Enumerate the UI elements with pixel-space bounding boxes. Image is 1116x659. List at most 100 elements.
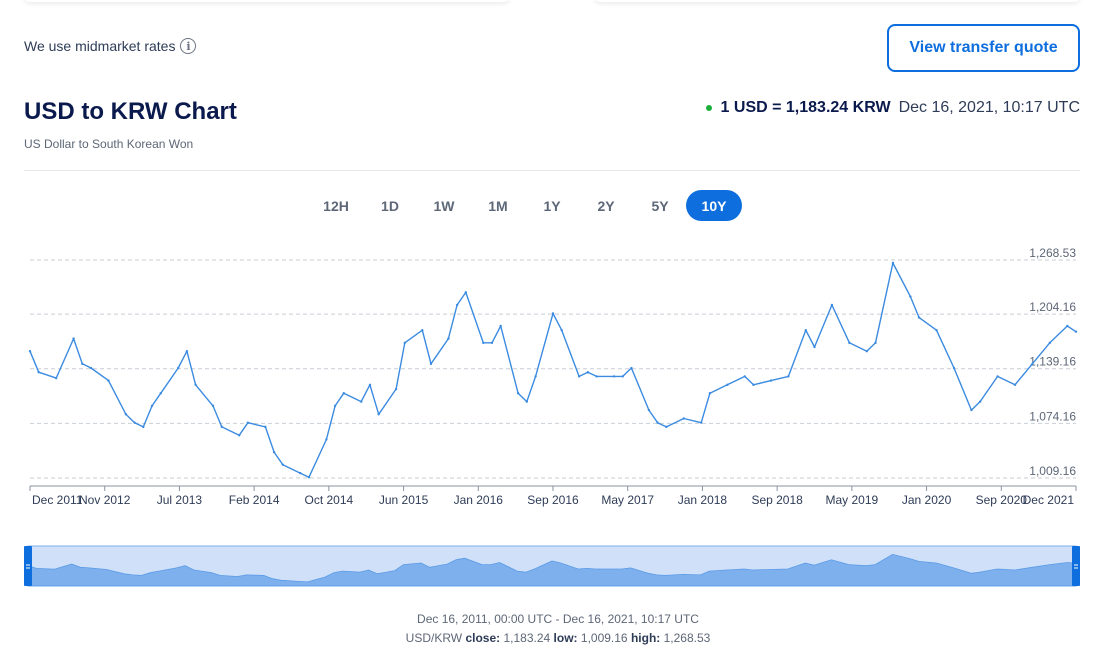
- data-point: [133, 421, 136, 424]
- x-tick-label: May 2019: [826, 493, 879, 507]
- footer-high-value: 1,268.53: [663, 631, 711, 645]
- data-point: [464, 291, 468, 294]
- data-point: [560, 329, 563, 332]
- data-point: [970, 408, 973, 412]
- x-tick-label: Sep 2016: [527, 493, 579, 507]
- x-tick-label: May 2017: [601, 493, 654, 507]
- footer-high-label: high:: [630, 631, 661, 645]
- data-point: [360, 400, 363, 403]
- x-tick-label: Sep 2020: [976, 493, 1028, 507]
- x-tick-label: Dec 2011: [32, 493, 83, 507]
- data-point: [586, 371, 590, 374]
- data-point: [220, 425, 223, 429]
- rate-timestamp: Dec 16, 2021, 10:17 UTC: [898, 99, 1080, 116]
- data-point: [185, 350, 189, 353]
- data-point: [325, 438, 328, 441]
- divider: [24, 170, 1080, 171]
- midmarket-text: We use midmarket rates: [24, 38, 176, 54]
- x-tick-label: Oct 2014: [305, 493, 354, 507]
- data-point: [787, 375, 790, 378]
- data-point: [804, 329, 807, 332]
- footer-low-value: 1,009.16: [580, 631, 628, 645]
- tab-1w[interactable]: 1W: [416, 190, 472, 221]
- data-point: [813, 345, 816, 349]
- navigator-right-handle[interactable]: [1072, 546, 1080, 586]
- data-point: [830, 303, 834, 307]
- data-point: [848, 341, 851, 345]
- data-point: [447, 337, 450, 340]
- data-point: [752, 383, 755, 387]
- x-tick-label: Feb 2014: [229, 493, 280, 507]
- data-point: [909, 295, 912, 298]
- info-icon[interactable]: i: [180, 38, 197, 54]
- data-point: [37, 371, 40, 374]
- x-tick-label: Jan 2020: [902, 493, 952, 507]
- card-shadow-right: [594, 0, 1080, 2]
- data-point: [150, 404, 154, 408]
- navigator-left-handle[interactable]: [24, 546, 32, 586]
- view-transfer-quote-button[interactable]: View transfer quote: [887, 24, 1080, 72]
- data-point: [769, 379, 773, 382]
- x-tick-label: Jul 2013: [157, 493, 203, 507]
- data-point: [551, 312, 555, 315]
- footer-pair: USD/KRW: [405, 631, 463, 645]
- data-point: [342, 392, 345, 395]
- data-point: [490, 341, 494, 345]
- tab-1y[interactable]: 1Y: [524, 190, 580, 221]
- data-point: [516, 392, 520, 395]
- data-point: [499, 324, 502, 328]
- data-point: [1066, 324, 1069, 328]
- range-tabs: 12H 1D 1W 1M 1Y 2Y 5Y 10Y: [0, 190, 1116, 221]
- data-point: [621, 375, 624, 378]
- data-point: [81, 362, 84, 366]
- chart-navigator[interactable]: [0, 540, 1116, 592]
- data-point: [377, 413, 380, 416]
- series-line: [29, 262, 1077, 478]
- x-tick-label: Dec 2021: [1023, 493, 1075, 507]
- data-point: [996, 375, 999, 378]
- data-point: [159, 392, 162, 395]
- data-point: [891, 261, 895, 265]
- data-point: [421, 329, 424, 332]
- data-point: [394, 387, 398, 391]
- data-point: [455, 303, 459, 307]
- data-point: [299, 471, 302, 475]
- data-point: [917, 316, 921, 319]
- data-point: [403, 341, 407, 345]
- footer-stats: USD/KRW close: 1,183.24 low: 1,009.16 hi…: [0, 631, 1116, 645]
- data-point: [1048, 341, 1052, 345]
- data-point: [577, 375, 581, 378]
- tab-10y[interactable]: 10Y: [686, 190, 742, 221]
- navigator-area: [27, 553, 1077, 587]
- data-point: [281, 463, 284, 466]
- data-point: [194, 383, 197, 387]
- live-status-dot-icon: [705, 105, 712, 111]
- data-point: [647, 408, 651, 412]
- data-point: [246, 421, 250, 424]
- data-point: [1031, 362, 1034, 366]
- data-point: [482, 341, 485, 345]
- tab-1d[interactable]: 1D: [362, 190, 418, 221]
- tab-12h[interactable]: 12H: [308, 190, 364, 221]
- data-point: [612, 375, 616, 378]
- data-point: [211, 404, 215, 408]
- midmarket-note: We use midmarket rates i: [24, 38, 197, 54]
- x-tick-label: Jun 2015: [379, 493, 429, 507]
- tab-1m[interactable]: 1M: [470, 190, 526, 221]
- data-point: [107, 379, 110, 382]
- data-point: [272, 450, 276, 454]
- footer-close-label: close:: [465, 631, 501, 645]
- card-shadow-left: [24, 0, 510, 2]
- data-point: [699, 421, 703, 424]
- data-point: [595, 375, 598, 378]
- tab-2y[interactable]: 2Y: [578, 190, 634, 221]
- data-point: [89, 366, 93, 370]
- y-tick-label: 1,204.16: [1029, 300, 1076, 314]
- data-point: [726, 383, 729, 387]
- data-point: [333, 404, 337, 408]
- page-title: USD to KRW Chart: [24, 98, 237, 125]
- footer-close-value: 1,183.24: [503, 631, 551, 645]
- data-point: [176, 366, 180, 370]
- tab-5y[interactable]: 5Y: [632, 190, 688, 221]
- rate-chart[interactable]: 1,268.53 1,204.16 1,139.16 1,074.16 1,009.16…: [0, 240, 1116, 510]
